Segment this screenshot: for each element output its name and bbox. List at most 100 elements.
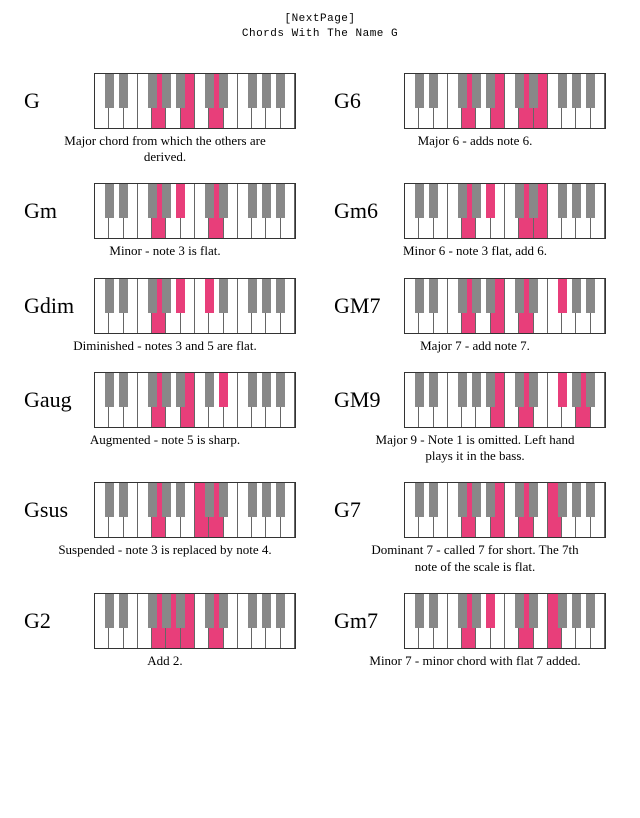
black-key: [119, 594, 128, 628]
black-key: [586, 74, 595, 108]
black-key: [558, 74, 567, 108]
chord-caption: Minor 7 - minor chord with flat 7 added.: [369, 653, 580, 669]
chord-name-label: G7: [330, 497, 404, 523]
keyboard-wrap: [404, 372, 606, 428]
black-key: [572, 483, 581, 517]
chord-cell: Gm Minor - note 3 is flat.: [20, 183, 310, 259]
chord-name-label: GM7: [330, 293, 404, 319]
chord-row: G2: [20, 593, 310, 649]
chord-row: G: [20, 73, 310, 129]
chord-caption: Minor 6 - note 3 flat, add 6.: [403, 243, 547, 259]
black-key: [162, 184, 171, 218]
black-key: [105, 74, 114, 108]
black-key: [558, 483, 567, 517]
black-key: [486, 594, 495, 628]
page-header: [NextPage] Chords With The Name G: [0, 12, 640, 43]
black-key: [205, 184, 214, 218]
black-key: [248, 184, 257, 218]
chord-cell: GM9Major 9 - Note 1 is omitted. Left han…: [330, 372, 620, 465]
chord-row: Gaug: [20, 372, 310, 428]
black-key: [262, 373, 271, 407]
black-key: [262, 184, 271, 218]
black-key: [105, 373, 114, 407]
chord-name-label: GM9: [330, 387, 404, 413]
black-key: [205, 483, 214, 517]
chord-name-label: G6: [330, 88, 404, 114]
black-key: [162, 74, 171, 108]
page: [NextPage] Chords With The Name G G Major…: [0, 0, 640, 717]
black-key: [515, 184, 524, 218]
chord-cell: Gaug Augmented - note 5 is sharp.: [20, 372, 310, 465]
black-key: [486, 279, 495, 313]
black-key: [415, 184, 424, 218]
black-key: [472, 279, 481, 313]
black-key: [586, 373, 595, 407]
chord-caption: Minor - note 3 is flat.: [109, 243, 220, 259]
chord-name-label: G2: [20, 608, 94, 634]
black-key: [515, 74, 524, 108]
chord-caption: Major 7 - add note 7.: [420, 338, 530, 354]
piano-keyboard: [404, 372, 606, 428]
chord-name-label: Gm7: [330, 608, 404, 634]
black-key: [458, 373, 467, 407]
piano-keyboard: [94, 372, 296, 428]
black-key: [486, 373, 495, 407]
black-key: [472, 373, 481, 407]
keyboard-wrap: [94, 73, 296, 129]
keyboard-wrap: [94, 593, 296, 649]
piano-keyboard: [94, 593, 296, 649]
chord-caption: Suspended - note 3 is replaced by note 4…: [58, 542, 271, 558]
black-key: [472, 594, 481, 628]
black-key: [205, 74, 214, 108]
keyboard-wrap: [404, 73, 606, 129]
black-key: [219, 373, 228, 407]
chord-cell: G7Dominant 7 - called 7 for short. The 7…: [330, 482, 620, 575]
black-key: [529, 594, 538, 628]
black-key: [148, 279, 157, 313]
black-key: [515, 483, 524, 517]
black-key: [119, 74, 128, 108]
chord-name-label: G: [20, 88, 94, 114]
chord-caption: Augmented - note 5 is sharp.: [90, 432, 240, 448]
black-key: [458, 483, 467, 517]
header-line1: [NextPage]: [0, 12, 640, 27]
black-key: [558, 184, 567, 218]
black-key: [415, 483, 424, 517]
black-key: [515, 594, 524, 628]
black-key: [148, 373, 157, 407]
black-key: [148, 184, 157, 218]
black-key: [276, 184, 285, 218]
black-key: [176, 184, 185, 218]
keyboard-wrap: [94, 183, 296, 239]
black-key: [529, 373, 538, 407]
black-key: [105, 184, 114, 218]
black-key: [458, 594, 467, 628]
black-key: [276, 373, 285, 407]
black-key: [558, 594, 567, 628]
black-key: [148, 594, 157, 628]
black-key: [248, 373, 257, 407]
black-key: [119, 279, 128, 313]
chord-row: Gm: [20, 183, 310, 239]
black-key: [262, 483, 271, 517]
piano-keyboard: [404, 593, 606, 649]
chord-row: Gsus: [20, 482, 310, 538]
black-key: [486, 74, 495, 108]
black-key: [458, 184, 467, 218]
black-key: [248, 74, 257, 108]
black-key: [176, 594, 185, 628]
black-key: [205, 594, 214, 628]
black-key: [105, 483, 114, 517]
black-key: [148, 74, 157, 108]
keyboard-wrap: [404, 593, 606, 649]
black-key: [515, 279, 524, 313]
chord-row: Gm6: [330, 183, 620, 239]
black-key: [219, 74, 228, 108]
black-key: [148, 483, 157, 517]
black-key: [529, 483, 538, 517]
black-key: [162, 373, 171, 407]
black-key: [529, 184, 538, 218]
piano-keyboard: [404, 183, 606, 239]
black-key: [558, 373, 567, 407]
keyboard-wrap: [404, 278, 606, 334]
